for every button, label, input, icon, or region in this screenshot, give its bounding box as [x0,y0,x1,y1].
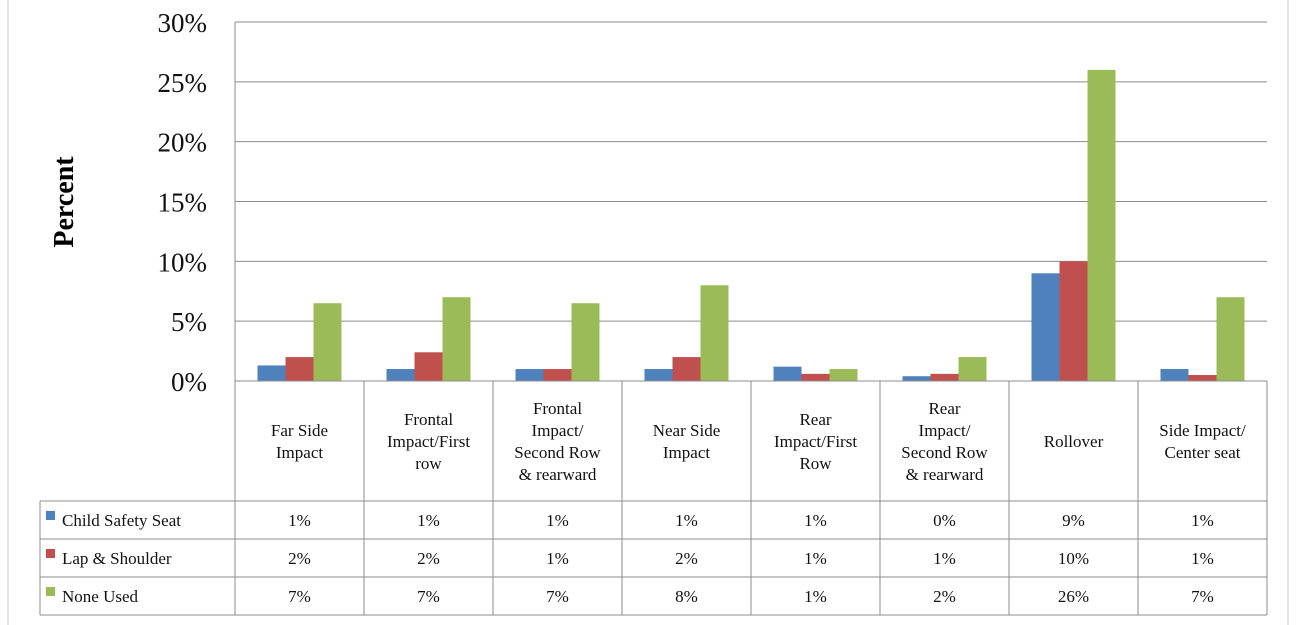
y-tick-label: 20% [158,128,208,158]
legend-key [46,511,55,520]
data-label: 1% [546,511,569,530]
data-label: 1% [1191,549,1214,568]
data-label: 7% [1191,587,1214,606]
data-label: 2% [288,549,311,568]
legend-key [46,587,55,596]
bar [1087,69,1116,381]
bar [1188,375,1217,381]
bar [1031,273,1060,381]
data-label: 10% [1058,549,1089,568]
category-label: Far Side Impact [271,421,328,462]
bar [1059,261,1088,381]
y-tick-label: 25% [158,68,208,98]
bar [672,357,701,381]
data-label: 1% [1191,511,1214,530]
y-tick-label: 5% [171,307,207,337]
data-label: 26% [1058,587,1089,606]
category-label: Rollover [1044,432,1104,451]
data-label: 8% [675,587,698,606]
bar [644,369,673,381]
data-label: 1% [546,549,569,568]
bar [285,357,314,381]
data-label: 1% [804,549,827,568]
bar [1216,297,1245,381]
category-label: Side Impact/Center seat [1159,421,1246,462]
data-label: 7% [546,587,569,606]
category-label: Rear Impact/First Row [774,410,857,473]
y-axis-ticks: 0% 5% 10% 15% 20% 25% 30% [158,8,208,397]
bar [1160,369,1189,381]
bar [257,365,286,381]
bar [313,303,342,381]
bar [829,369,858,381]
category-label: Near Side Impact [653,421,721,462]
data-label: 9% [1062,511,1085,530]
bars [257,69,1245,381]
outer-frame [7,0,1289,625]
legend-key [46,549,55,558]
bar [515,369,544,381]
category-label: Frontal Impact/First row [387,410,470,473]
category-label: Frontal Impact/Second Row & rearward [514,399,601,484]
data-label: 1% [933,549,956,568]
series-name: None Used [62,587,139,606]
bar [442,297,471,381]
data-label: 0% [933,511,956,530]
bar [386,369,415,381]
series-name: Lap & Shoulder [62,549,172,568]
category-label: Rear Impact/Second Row & rearward [901,399,988,484]
bar [543,369,572,381]
bar [414,352,443,381]
series-name: Child Safety Seat [62,511,181,530]
y-tick-label: 10% [158,247,208,277]
bar [773,366,802,381]
data-label: 2% [675,549,698,568]
bar [930,373,959,381]
gridlines [234,21,1267,381]
data-label: 7% [288,587,311,606]
data-table: Far Side Impact Frontal Impact/First row Fron… [39,380,1268,616]
data-label: 1% [417,511,440,530]
bar [571,303,600,381]
data-label: 2% [417,549,440,568]
data-label: 1% [804,587,827,606]
y-tick-label: 30% [158,8,208,38]
data-label: 1% [804,511,827,530]
bar [902,376,931,381]
y-tick-label: 15% [158,188,208,218]
data-label: 7% [417,587,440,606]
y-axis-label: Percent [49,156,80,248]
y-tick-label: 0% [171,367,207,397]
bar [700,285,729,381]
data-label: 2% [933,587,956,606]
data-label: 1% [288,511,311,530]
bar [801,373,830,381]
bar [958,357,987,381]
data-label: 1% [675,511,698,530]
